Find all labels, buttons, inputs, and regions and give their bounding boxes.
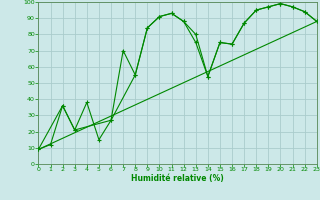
- X-axis label: Humidité relative (%): Humidité relative (%): [131, 174, 224, 183]
